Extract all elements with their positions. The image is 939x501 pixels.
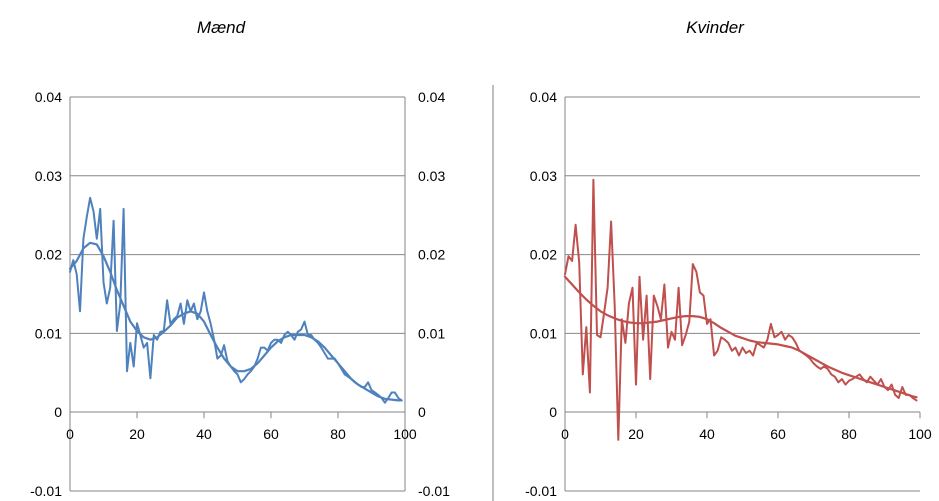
chart-panel-kvinder: Kvinder 0.04 0.03 0.02 0.01 0 -0.01 0 20 40 60 80… <box>525 18 932 499</box>
series-group-maend <box>68 196 403 404</box>
series-line-smooth-maend <box>68 241 403 402</box>
x-tick-label: 80 <box>330 426 346 442</box>
y-tick-label: -0.01 <box>525 483 557 499</box>
x-tick-label: 20 <box>628 426 644 442</box>
chart-panel-maend: Mænd 0.04 0.03 0.02 0.01 0 -0.01 0.04 0.03 0.02… <box>30 18 450 499</box>
series-line-raw-kvinder <box>564 178 918 441</box>
x-tick-labels-maend: 0 20 40 60 80 100 <box>66 412 417 442</box>
y-tick-label: 0.02 <box>35 247 62 263</box>
x-tick-label: 60 <box>263 426 279 442</box>
x-tick-label: 40 <box>699 426 715 442</box>
series-group-kvinder <box>563 178 918 441</box>
x-tick-label: 100 <box>908 426 932 442</box>
series-line-raw-maend <box>69 196 403 404</box>
y-tick-labels-right-maend: 0.04 0.03 0.02 0.01 0 -0.01 <box>418 89 450 499</box>
y-tick-label-right: 0.02 <box>418 247 445 263</box>
x-tick-label: 100 <box>393 426 417 442</box>
y-tick-labels-left-maend: 0.04 0.03 0.02 0.01 0 -0.01 <box>30 89 62 499</box>
y-tick-label: 0 <box>549 404 557 420</box>
x-tick-label: 60 <box>770 426 786 442</box>
y-tick-labels-left-kvinder: 0.04 0.03 0.02 0.01 0 -0.01 <box>525 89 557 499</box>
y-tick-label: 0.01 <box>530 325 557 341</box>
y-tick-label: 0.02 <box>530 247 557 263</box>
y-tick-label: 0.04 <box>35 89 62 105</box>
y-tick-label-right: 0.01 <box>418 325 445 341</box>
x-tick-label: 0 <box>66 426 74 442</box>
y-tick-label: 0.04 <box>530 89 557 105</box>
chart-title-maend: Mænd <box>197 18 246 37</box>
y-tick-label-right: 0.03 <box>418 168 445 184</box>
y-tick-label: 0.03 <box>530 168 557 184</box>
x-tick-label: 40 <box>196 426 212 442</box>
y-tick-label: 0.03 <box>35 168 62 184</box>
y-tick-label: 0.01 <box>35 325 62 341</box>
y-tick-label: 0 <box>54 404 62 420</box>
y-tick-label-right: 0.04 <box>418 89 445 105</box>
x-tick-label: 0 <box>561 426 569 442</box>
y-tick-label-right: 0 <box>418 404 426 420</box>
x-tick-labels-kvinder: 0 20 40 60 80 100 <box>561 412 932 442</box>
y-tick-label-right: -0.01 <box>418 483 450 499</box>
x-tick-label: 80 <box>841 426 857 442</box>
chart-title-kvinder: Kvinder <box>686 18 745 37</box>
x-tick-label: 20 <box>129 426 145 442</box>
series-line-smooth-kvinder <box>563 275 918 399</box>
y-tick-label: -0.01 <box>30 483 62 499</box>
